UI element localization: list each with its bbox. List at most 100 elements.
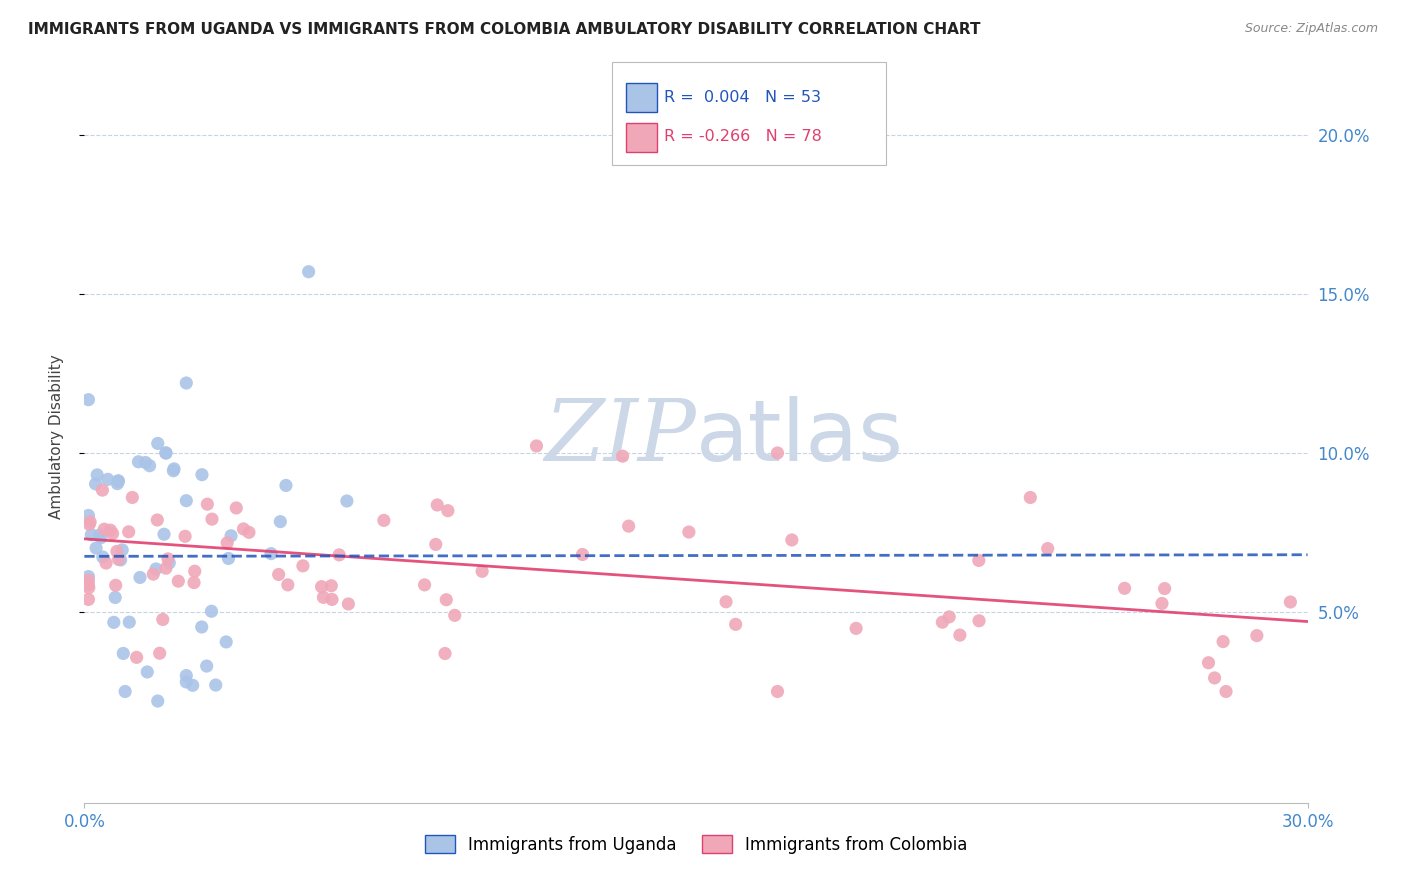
Point xyxy=(146,694,169,708)
Point xyxy=(107,474,129,488)
Point xyxy=(162,464,184,478)
Point xyxy=(94,556,117,570)
Point xyxy=(104,578,127,592)
Point xyxy=(1246,629,1268,643)
Point xyxy=(77,508,100,523)
Point xyxy=(155,446,177,460)
Point xyxy=(86,467,108,482)
Point xyxy=(174,668,197,682)
Point xyxy=(425,537,447,551)
Point xyxy=(107,552,129,566)
Point xyxy=(200,604,222,618)
Point xyxy=(145,562,167,576)
Point xyxy=(114,684,136,698)
Point xyxy=(845,621,868,635)
Point xyxy=(100,523,122,537)
Point xyxy=(766,446,789,460)
Point xyxy=(190,620,212,634)
Point xyxy=(766,684,789,698)
Point xyxy=(174,675,197,690)
Point xyxy=(967,553,990,567)
Point xyxy=(967,614,990,628)
Point xyxy=(434,647,457,661)
Point xyxy=(269,515,291,529)
Point xyxy=(1153,582,1175,596)
Point xyxy=(219,529,242,543)
Point xyxy=(1198,656,1220,670)
Point xyxy=(163,462,186,476)
Point xyxy=(152,612,174,626)
Point xyxy=(105,544,128,558)
Point xyxy=(277,578,299,592)
Point xyxy=(121,491,143,505)
Point xyxy=(238,525,260,540)
Point xyxy=(84,476,107,491)
Point xyxy=(1215,684,1237,698)
Point xyxy=(321,579,343,593)
Point xyxy=(1036,541,1059,556)
Point xyxy=(174,493,197,508)
Point xyxy=(724,617,747,632)
Point xyxy=(373,513,395,527)
Point xyxy=(142,567,165,582)
Point xyxy=(105,476,128,491)
Point xyxy=(337,597,360,611)
Point xyxy=(91,483,114,497)
Point xyxy=(931,615,953,630)
Point xyxy=(77,573,100,587)
Point xyxy=(118,615,141,629)
Point xyxy=(617,519,640,533)
Point xyxy=(77,578,100,592)
Point xyxy=(183,564,205,578)
Point xyxy=(225,500,247,515)
Point xyxy=(1150,597,1173,611)
Point xyxy=(77,569,100,583)
Y-axis label: Ambulatory Disability: Ambulatory Disability xyxy=(49,355,63,519)
Point xyxy=(215,635,238,649)
Point xyxy=(949,628,972,642)
Point xyxy=(336,494,359,508)
Point xyxy=(79,515,101,529)
Point xyxy=(101,526,124,541)
Point xyxy=(1279,595,1302,609)
Point xyxy=(434,592,457,607)
Point xyxy=(146,436,169,450)
Point xyxy=(526,439,548,453)
Point xyxy=(267,567,290,582)
Text: Source: ZipAtlas.com: Source: ZipAtlas.com xyxy=(1244,22,1378,36)
Point xyxy=(110,553,132,567)
Point xyxy=(328,548,350,562)
Point xyxy=(155,561,177,575)
Point xyxy=(260,547,283,561)
Point xyxy=(195,659,218,673)
Point xyxy=(167,574,190,589)
Point xyxy=(1204,671,1226,685)
Point xyxy=(298,265,321,279)
Point xyxy=(136,665,159,679)
Point xyxy=(780,533,803,547)
Point xyxy=(77,581,100,595)
Point xyxy=(91,549,114,564)
Text: ZIP: ZIP xyxy=(544,396,696,478)
Point xyxy=(103,615,125,630)
Point xyxy=(174,376,197,390)
Point xyxy=(201,512,224,526)
Point xyxy=(127,455,149,469)
Point xyxy=(153,527,176,541)
Point xyxy=(84,541,107,555)
Point xyxy=(112,647,135,661)
Point xyxy=(79,517,101,532)
Point xyxy=(125,650,148,665)
Point xyxy=(80,528,103,542)
Point xyxy=(77,592,100,607)
Point xyxy=(93,522,115,536)
Point xyxy=(181,678,204,692)
Point xyxy=(217,536,239,550)
Point xyxy=(612,449,634,463)
Point xyxy=(183,575,205,590)
Point xyxy=(89,528,111,542)
Point xyxy=(204,678,226,692)
Point xyxy=(157,556,180,570)
Point xyxy=(274,478,297,492)
Point xyxy=(97,472,120,486)
